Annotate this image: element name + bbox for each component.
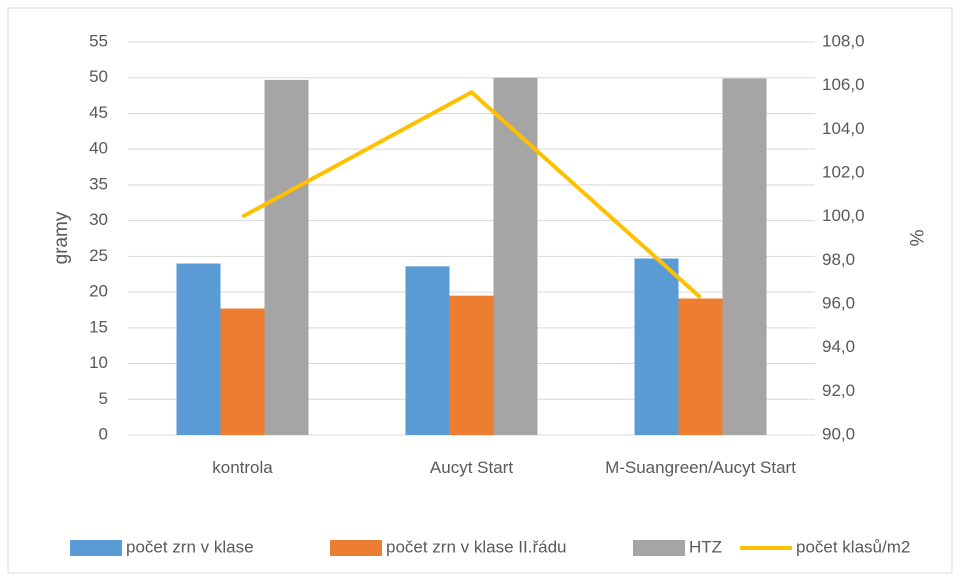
bar [176,263,221,435]
legend-label: počet zrn v klase [126,537,254,556]
y2-tick-label: 102,0 [822,162,865,181]
y2-tick-label: 92,0 [822,381,855,400]
y2-tick-label: 108,0 [822,31,865,50]
x-tick-label: M-Suangreen/Aucyt Start [605,458,796,477]
y2-tick-label: 96,0 [822,293,855,312]
legend-label: počet klasů/m2 [796,537,910,556]
y-tick-label: 45 [89,103,108,122]
y-tick-label: 50 [89,67,108,86]
y2-axis-title: % [905,230,926,247]
y2-tick-label: 98,0 [822,250,855,269]
bar [220,308,265,435]
bar [634,258,679,435]
y-tick-label: 30 [89,210,108,229]
y2-tick-label: 94,0 [822,337,855,356]
y-tick-label: 10 [89,353,108,372]
y-tick-label: 15 [89,317,108,336]
chart-border [7,7,953,574]
legend-swatch [330,540,382,556]
y-tick-label: 25 [89,246,108,265]
x-tick-label: Aucyt Start [429,458,514,477]
y-tick-label: 5 [99,389,108,408]
y-tick-label: 55 [89,31,108,50]
y-tick-label: 20 [89,282,108,301]
line [241,90,702,299]
y-tick-label: 0 [99,424,108,443]
bar [405,266,450,435]
y2-tick-label: 90,0 [822,424,855,443]
legend-swatch [70,540,122,556]
y2-tick-label: 100,0 [822,206,865,225]
y2-tick-label: 106,0 [822,75,865,94]
x-tick-label: kontrola [212,458,273,477]
bar [678,298,723,435]
bar [449,295,494,435]
y-axis-title: gramy [51,211,72,264]
y-tick-label: 35 [89,174,108,193]
legend-label: HTZ [689,537,722,556]
bar [722,78,767,435]
y-tick-label: 40 [89,139,108,158]
bar [264,79,309,435]
bar [493,77,538,436]
y2-tick-label: 104,0 [822,119,865,138]
legend-swatch [633,540,685,556]
legend-label: počet zrn v klase II.řádu [386,537,566,556]
